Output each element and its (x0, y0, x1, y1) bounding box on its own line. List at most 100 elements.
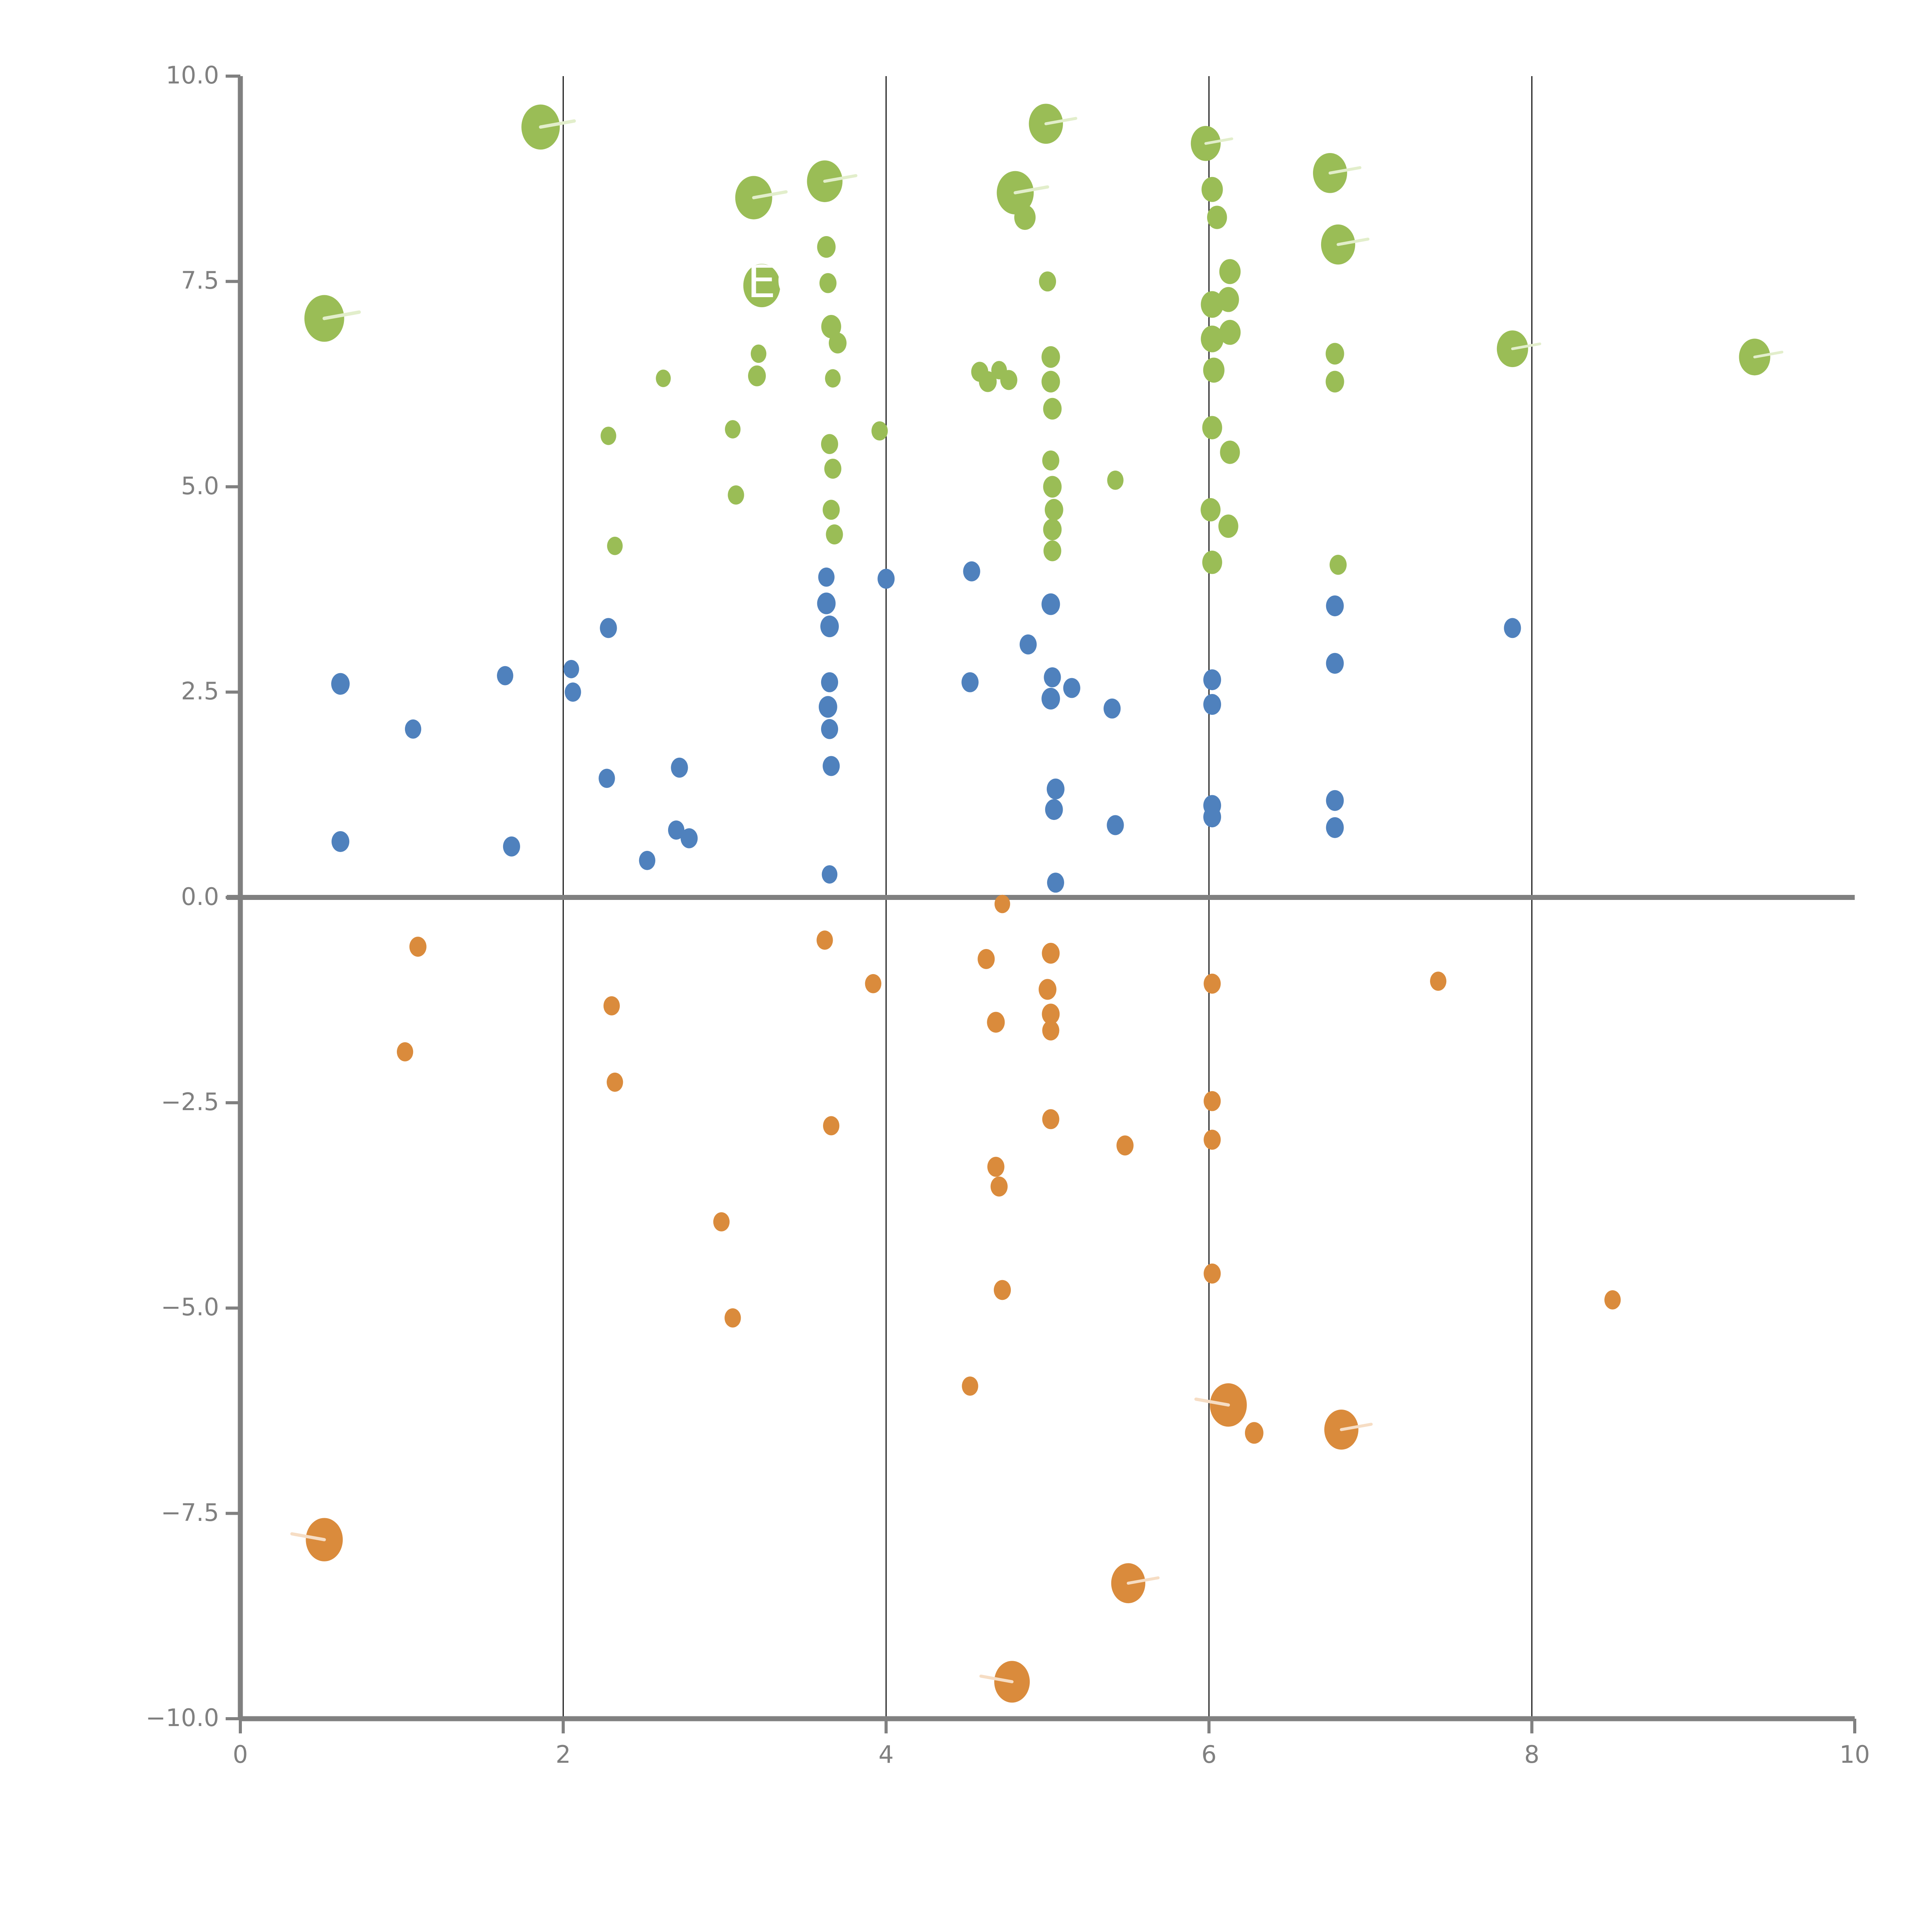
scatter-point-orange-5[interactable] (713, 1212, 730, 1231)
scatter-point-green-32[interactable] (1043, 398, 1062, 420)
scatter-point-green-45[interactable] (1201, 325, 1224, 352)
scatter-point-green-30[interactable] (1041, 346, 1060, 368)
scatter-point-green-47[interactable] (1203, 357, 1225, 383)
scatter-point-blue-33[interactable] (1107, 815, 1124, 835)
scatter-point-blue-35[interactable] (1203, 694, 1221, 715)
scatter-point-green-48[interactable] (1202, 416, 1222, 439)
scatter-point-blue-16[interactable] (821, 672, 838, 692)
scatter-point-green-29[interactable] (1039, 271, 1056, 292)
scatter-point-green-21[interactable] (871, 421, 888, 441)
scatter-point-orange-27[interactable] (1204, 1129, 1221, 1150)
scatter-point-green-20[interactable] (826, 524, 843, 544)
scatter-point-green-34[interactable] (1043, 476, 1062, 498)
scatter-point-orange-2[interactable] (396, 1042, 413, 1061)
scatter-point-orange-4[interactable] (607, 1072, 623, 1092)
scatter-point-green-37[interactable] (1043, 540, 1061, 561)
scatter-point-blue-26[interactable] (1041, 688, 1060, 710)
scatter-point-blue-0[interactable] (331, 673, 350, 695)
scatter-point-blue-14[interactable] (817, 592, 836, 614)
scatter-point-blue-8[interactable] (599, 769, 615, 788)
scatter-point-blue-22[interactable] (963, 561, 980, 582)
scatter-point-blue-1[interactable] (332, 831, 350, 852)
scatter-point-orange-30[interactable] (1245, 1422, 1264, 1444)
scatter-point-green-12[interactable] (817, 236, 836, 258)
scatter-point-green-44[interactable] (1218, 287, 1239, 312)
scatter-point-blue-38[interactable] (1326, 595, 1344, 616)
scatter-point-green-35[interactable] (1044, 499, 1063, 521)
scatter-point-green-41[interactable] (1207, 206, 1227, 229)
scatter-point-orange-8[interactable] (823, 1116, 840, 1136)
scatter-point-blue-31[interactable] (1063, 678, 1080, 698)
scatter-point-blue-6[interactable] (565, 682, 581, 702)
scatter-point-blue-25[interactable] (1041, 593, 1060, 615)
scatter-point-blue-17[interactable] (818, 696, 837, 718)
scatter-point-blue-20[interactable] (821, 865, 838, 884)
scatter-point-blue-41[interactable] (1326, 817, 1344, 838)
scatter-point-blue-40[interactable] (1326, 790, 1344, 811)
scatter-point-blue-18[interactable] (821, 719, 838, 739)
scatter-point-orange-26[interactable] (1204, 1091, 1221, 1111)
scatter-point-blue-28[interactable] (1046, 778, 1065, 799)
scatter-point-green-14[interactable] (821, 315, 841, 338)
scatter-point-green-4[interactable] (656, 369, 671, 387)
scatter-point-green-3[interactable] (607, 537, 623, 555)
scatter-point-orange-28[interactable] (1204, 1264, 1221, 1284)
scatter-point-green-25[interactable] (1000, 370, 1017, 390)
scatter-point-green-46[interactable] (1219, 320, 1241, 345)
scatter-point-orange-1[interactable] (409, 937, 427, 957)
scatter-point-green-17[interactable] (821, 434, 838, 454)
scatter-point-green-27[interactable] (1014, 205, 1036, 230)
scatter-point-orange-13[interactable] (987, 1012, 1005, 1033)
scatter-point-blue-3[interactable] (497, 666, 514, 685)
scatter-point-orange-15[interactable] (990, 1176, 1008, 1197)
scatter-point-blue-23[interactable] (961, 672, 979, 692)
scatter-point-blue-7[interactable] (600, 618, 617, 638)
scatter-point-orange-32[interactable] (1430, 971, 1447, 991)
scatter-point-green-13[interactable] (819, 273, 837, 293)
scatter-point-green-16[interactable] (825, 369, 841, 388)
scatter-point-blue-2[interactable] (405, 719, 422, 739)
scatter-point-orange-10[interactable] (962, 1376, 978, 1396)
scatter-point-blue-10[interactable] (671, 757, 688, 778)
scatter-point-blue-13[interactable] (818, 567, 835, 587)
scatter-point-blue-11[interactable] (668, 820, 685, 840)
scatter-point-green-18[interactable] (824, 459, 842, 479)
scatter-point-blue-42[interactable] (1504, 618, 1521, 638)
scatter-point-green-57[interactable] (1329, 554, 1347, 575)
scatter-point-green-23[interactable] (979, 371, 997, 392)
scatter-point-orange-16[interactable] (993, 1280, 1011, 1300)
scatter-point-blue-27[interactable] (1044, 667, 1061, 687)
scatter-point-green-55[interactable] (1325, 343, 1344, 365)
scatter-point-blue-32[interactable] (1104, 698, 1121, 719)
scatter-point-orange-19[interactable] (1039, 979, 1056, 1000)
scatter-point-blue-21[interactable] (878, 568, 895, 589)
scatter-point-orange-23[interactable] (1116, 1135, 1134, 1156)
scatter-point-blue-29[interactable] (1045, 799, 1063, 820)
scatter-point-green-2[interactable] (600, 427, 616, 445)
scatter-point-green-8[interactable] (748, 365, 766, 386)
scatter-point-blue-30[interactable] (1047, 872, 1064, 893)
scatter-point-orange-18[interactable] (1042, 943, 1060, 964)
scatter-point-blue-15[interactable] (820, 616, 839, 638)
scatter-point-green-40[interactable] (1201, 177, 1223, 202)
scatter-point-green-33[interactable] (1042, 450, 1060, 471)
scatter-point-orange-7[interactable] (816, 930, 833, 950)
scatter-point-blue-4[interactable] (503, 836, 520, 857)
scatter-point-blue-24[interactable] (1019, 634, 1037, 655)
scatter-point-orange-3[interactable] (603, 996, 620, 1015)
scatter-point-orange-14[interactable] (987, 1156, 1005, 1177)
scatter-point-green-36[interactable] (1043, 519, 1062, 541)
scatter-point-blue-19[interactable] (823, 756, 840, 776)
scatter-point-green-50[interactable] (1201, 498, 1221, 522)
scatter-point-orange-11[interactable] (994, 895, 1010, 913)
scatter-point-green-31[interactable] (1041, 371, 1060, 393)
scatter-point-orange-6[interactable] (724, 1308, 741, 1328)
scatter-point-orange-9[interactable] (865, 974, 881, 993)
scatter-point-green-49[interactable] (1220, 440, 1240, 464)
scatter-point-green-38[interactable] (1107, 470, 1124, 490)
scatter-point-blue-34[interactable] (1203, 669, 1221, 690)
scatter-point-green-56[interactable] (1325, 371, 1344, 393)
scatter-point-orange-21[interactable] (1042, 1020, 1060, 1041)
scatter-point-green-5[interactable] (725, 420, 741, 439)
scatter-point-green-42[interactable] (1219, 259, 1241, 284)
